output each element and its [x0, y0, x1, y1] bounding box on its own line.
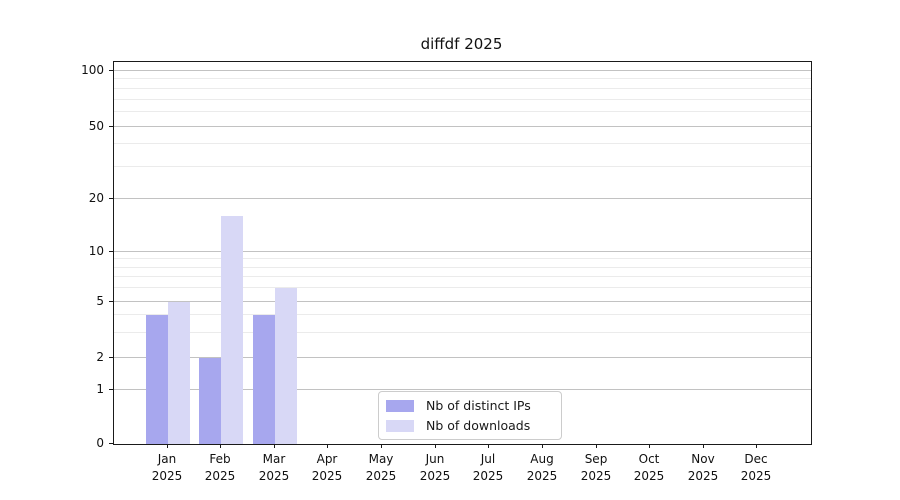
bar-downloads-mar: [275, 288, 297, 444]
y-tick-mark: [109, 301, 113, 302]
gridline-minor: [114, 266, 811, 268]
x-tick-mark: [649, 444, 650, 448]
bar-distinct-ips-jan: [146, 315, 168, 444]
y-tick-label: 1: [96, 382, 104, 396]
y-tick-label: 20: [88, 191, 104, 205]
y-tick-mark: [109, 251, 113, 252]
x-tick-mark: [703, 444, 704, 448]
y-tick-label: 5: [96, 294, 104, 308]
x-tick-mark: [488, 444, 489, 448]
gridline-major: [114, 356, 811, 358]
gridline-minor: [114, 98, 811, 100]
y-tick-mark: [109, 389, 113, 390]
x-tick-mark: [756, 444, 757, 448]
x-tick-label-aug: Aug 2025: [526, 452, 558, 483]
x-tick-label-jan: Jan 2025: [151, 452, 183, 483]
gridline-minor: [114, 276, 811, 278]
x-tick-label-apr: Apr 2025: [311, 452, 343, 483]
gridline-major: [114, 389, 811, 390]
gridline-minor: [114, 110, 811, 112]
gridline-minor: [114, 87, 811, 89]
gridline-major: [114, 70, 811, 72]
x-tick-mark: [274, 444, 275, 448]
gridline-minor: [114, 143, 811, 145]
gridline-minor: [114, 258, 811, 260]
bar-downloads-jan: [168, 301, 190, 444]
y-tick-label: 100: [81, 63, 104, 77]
x-tick-label-nov: Nov 2025: [687, 452, 719, 483]
x-tick-label-feb: Feb 2025: [204, 452, 236, 483]
x-tick-label-jul: Jul 2025: [472, 452, 504, 483]
bar-downloads-feb: [221, 215, 243, 444]
y-tick-label: 2: [96, 350, 104, 364]
legend-entry-downloads: Nb of downloads: [386, 418, 553, 433]
y-tick-mark: [109, 357, 113, 358]
x-tick-label-sep: Sep 2025: [580, 452, 612, 483]
y-tick-mark: [109, 443, 113, 444]
x-tick-label-dec: Dec 2025: [740, 452, 772, 483]
x-tick-mark: [596, 444, 597, 448]
legend-entry-distinct-ips: Nb of distinct IPs: [386, 398, 553, 413]
x-tick-label-may: May 2025: [365, 452, 397, 483]
plot-area: [113, 61, 812, 445]
gridline-minor: [114, 287, 811, 289]
gridline-minor: [114, 78, 811, 80]
x-tick-mark: [327, 444, 328, 448]
y-tick-label: 10: [88, 244, 104, 258]
x-tick-label-jun: Jun 2025: [419, 452, 451, 483]
y-tick-mark: [109, 198, 113, 199]
y-tick-mark: [109, 126, 113, 127]
x-tick-label-mar: Mar 2025: [258, 452, 290, 483]
gridline-minor: [114, 331, 811, 333]
x-tick-mark: [220, 444, 221, 448]
legend-label-distinct-ips: Nb of distinct IPs: [426, 398, 531, 413]
gridline-minor: [114, 314, 811, 316]
gridline-major: [114, 300, 811, 302]
gridline-minor: [114, 165, 811, 167]
x-tick-mark: [167, 444, 168, 448]
legend: Nb of distinct IPs Nb of downloads: [378, 391, 562, 440]
gridline-major: [114, 125, 811, 127]
gridline-major: [114, 197, 811, 199]
bar-distinct-ips-feb: [199, 357, 221, 444]
x-tick-mark: [435, 444, 436, 448]
chart-title: diffdf 2025: [420, 35, 503, 53]
bar-distinct-ips-mar: [253, 315, 275, 444]
y-tick-label: 50: [88, 119, 104, 133]
y-tick-mark: [109, 70, 113, 71]
gridline-major: [114, 250, 811, 252]
legend-swatch-downloads: [386, 419, 414, 432]
x-tick-mark: [542, 444, 543, 448]
x-tick-label-oct: Oct 2025: [633, 452, 665, 483]
y-tick-label: 0: [96, 436, 104, 450]
legend-label-downloads: Nb of downloads: [426, 418, 531, 433]
x-tick-mark: [381, 444, 382, 448]
legend-swatch-distinct-ips: [386, 399, 414, 412]
